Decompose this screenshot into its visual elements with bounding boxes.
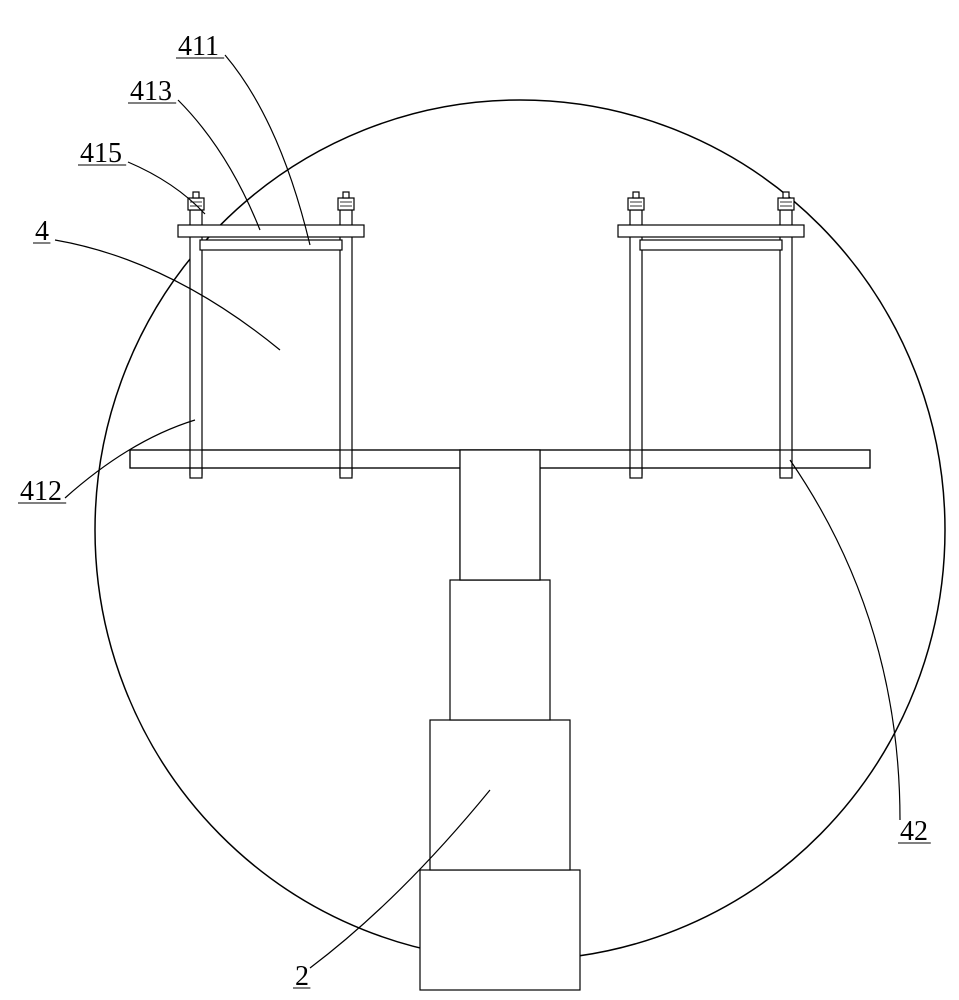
ref-label-411: 411 — [178, 31, 219, 62]
ref-label-4: 4 — [35, 216, 49, 247]
ref-label-413: 413 — [130, 76, 172, 107]
ref-label-2: 2 — [295, 961, 309, 992]
ref-label-42: 42 — [900, 816, 928, 847]
ref-label-415: 415 — [80, 138, 122, 169]
ref-label-412: 412 — [20, 476, 62, 507]
